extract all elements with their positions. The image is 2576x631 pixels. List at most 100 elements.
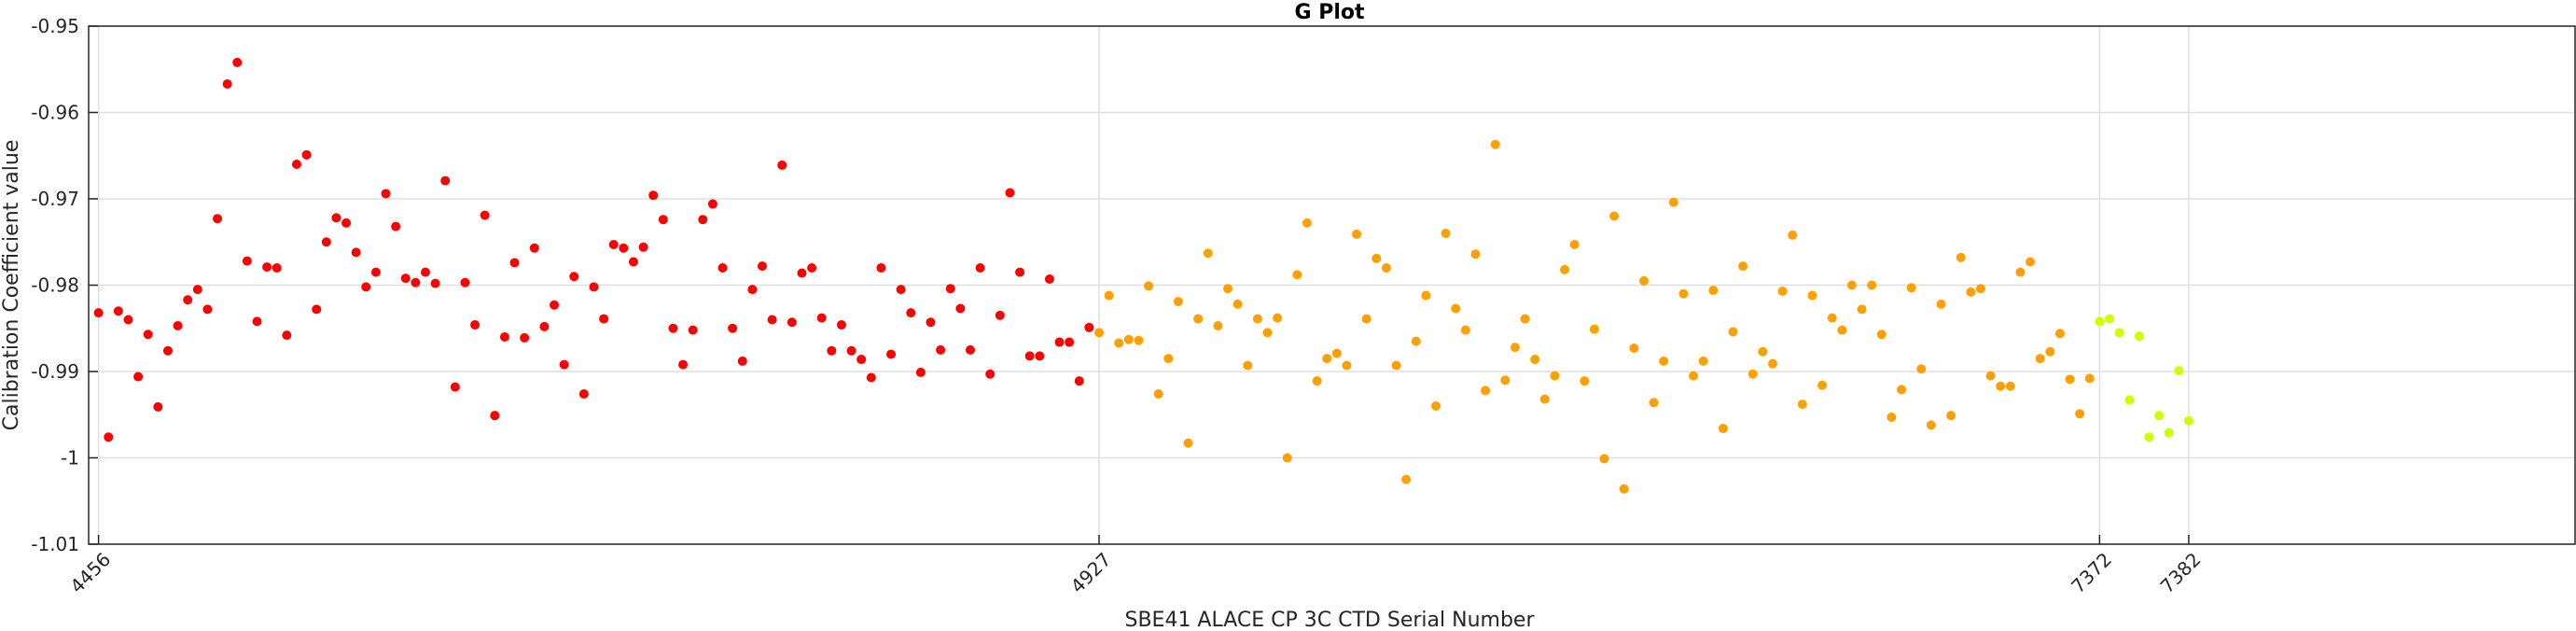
data-point	[2035, 354, 2045, 364]
data-point	[797, 268, 807, 278]
data-point	[1788, 230, 1798, 240]
x-tick-label: 4927	[1066, 548, 1116, 597]
y-tick-label: -1	[61, 447, 79, 470]
data-point	[1718, 424, 1728, 434]
data-point	[1748, 369, 1758, 379]
data-point	[411, 277, 421, 287]
data-point	[1490, 139, 1500, 149]
data-point	[1906, 283, 1916, 293]
data-point	[1689, 371, 1699, 381]
y-tick-label: -0.96	[31, 102, 79, 124]
data-point	[351, 247, 361, 258]
data-point	[965, 344, 975, 355]
data-point	[1282, 453, 1292, 463]
x-axis-label: SBE41 ALACE CP 3C CTD Serial Number	[1124, 609, 1535, 631]
data-point	[1897, 385, 1907, 395]
data-point	[173, 320, 183, 330]
data-point	[698, 215, 708, 225]
data-point	[1966, 287, 1976, 297]
data-point	[707, 199, 717, 209]
data-point	[578, 389, 589, 400]
data-point	[1609, 211, 1620, 221]
data-point	[1580, 376, 1590, 386]
data-point	[1084, 322, 1094, 332]
data-point	[846, 345, 856, 356]
data-point	[1144, 281, 1154, 291]
data-point	[915, 367, 926, 377]
data-point	[1827, 313, 1837, 323]
data-point	[153, 401, 163, 412]
data-point	[2045, 346, 2055, 357]
data-point	[2174, 366, 2184, 376]
data-point	[529, 243, 539, 253]
data-point	[1153, 389, 1163, 400]
data-point	[608, 240, 619, 250]
data-point	[2095, 316, 2105, 327]
data-point	[2054, 329, 2065, 339]
data-point	[995, 310, 1005, 320]
data-point	[757, 261, 767, 272]
data-point	[628, 257, 638, 267]
data-point	[936, 344, 946, 355]
data-point	[1668, 197, 1678, 207]
data-point	[1312, 376, 1322, 386]
data-point	[440, 175, 451, 186]
data-point	[162, 345, 173, 356]
data-point	[1767, 358, 1777, 369]
data-point	[1173, 297, 1183, 307]
data-point	[1391, 360, 1401, 371]
data-point	[906, 308, 916, 318]
data-point	[1926, 420, 1936, 430]
data-point	[1550, 371, 1560, 381]
data-point	[550, 300, 560, 310]
data-point	[866, 372, 876, 383]
data-point	[2134, 331, 2144, 342]
data-point	[232, 57, 243, 67]
data-point	[133, 372, 144, 382]
data-point	[104, 432, 114, 442]
data-point	[1065, 337, 1075, 347]
data-point	[2084, 373, 2095, 384]
data-point	[202, 304, 213, 315]
data-point	[827, 345, 837, 356]
data-point	[1213, 320, 1223, 330]
data-point	[2075, 409, 2085, 419]
data-point	[777, 160, 787, 170]
data-point	[1430, 401, 1441, 411]
data-point	[2104, 314, 2114, 324]
data-point	[470, 320, 480, 330]
data-point	[747, 285, 758, 295]
data-point	[668, 323, 678, 333]
data-point	[1302, 217, 1312, 228]
data-point	[2026, 257, 2036, 267]
data-point	[1629, 344, 1639, 354]
series-group-3	[2095, 314, 2193, 442]
data-point	[816, 313, 827, 323]
data-point	[807, 263, 817, 273]
data-point	[262, 262, 272, 273]
chart-title: G Plot	[1294, 1, 1364, 24]
data-point	[648, 190, 659, 201]
data-point	[1599, 454, 1609, 464]
data-point	[1352, 229, 1362, 239]
data-point	[2154, 411, 2165, 421]
data-point	[1539, 394, 1550, 404]
data-point	[312, 304, 322, 315]
data-point	[291, 160, 301, 169]
data-point	[1243, 360, 1253, 371]
data-point	[539, 321, 550, 331]
data-point	[1481, 386, 1491, 396]
data-point	[252, 316, 262, 327]
data-point	[886, 349, 897, 359]
data-point	[420, 267, 430, 277]
data-point	[1936, 299, 1946, 309]
data-point	[450, 382, 460, 392]
data-point	[1758, 346, 1768, 357]
data-point	[520, 332, 530, 343]
data-point	[1232, 299, 1243, 309]
data-point	[1331, 348, 1342, 358]
data-point	[2005, 381, 2015, 391]
data-point	[1530, 355, 1540, 365]
data-point	[658, 215, 668, 225]
data-point	[728, 323, 738, 333]
